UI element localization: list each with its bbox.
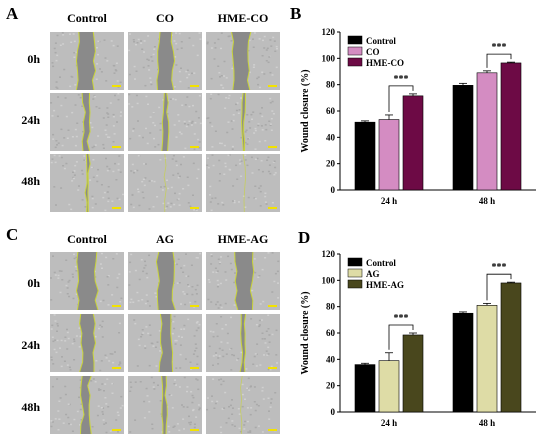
y-tick-label: 0 <box>331 407 336 417</box>
y-tick-label: 120 <box>322 27 336 37</box>
bar-chart-b: Wound closure (%) 0 20 40 60 80 100 120 24 h *** 4… <box>300 27 536 206</box>
row-header-24h: 24h <box>21 338 40 352</box>
significance-label: *** <box>394 313 409 324</box>
column-header-co: CO <box>156 11 174 25</box>
micrograph-hme-ag-24h <box>206 314 280 372</box>
bar <box>500 282 522 413</box>
y-tick-label: 20 <box>326 381 336 391</box>
legend-label: CO <box>366 47 380 57</box>
y-tick-label: 40 <box>326 354 336 364</box>
legend-swatch <box>347 35 363 45</box>
bar <box>354 364 376 413</box>
legend-swatch <box>347 57 363 67</box>
column-header-ag: AG <box>156 232 174 246</box>
micrograph-hme-co-0h <box>206 32 280 90</box>
legend-label: Control <box>366 36 396 46</box>
y-tick-label: 80 <box>326 302 336 312</box>
micrograph-control-24h <box>50 93 124 151</box>
legend-swatch <box>347 279 363 289</box>
x-tick-label: 24 h <box>381 418 397 428</box>
significance-bracket <box>388 324 414 350</box>
bar <box>378 119 400 191</box>
significance-bracket <box>388 85 414 112</box>
column-header-hme-ag: HME-AG <box>217 232 269 246</box>
y-axis-label: Wound closure (%) <box>300 69 311 152</box>
y-tick-label: 100 <box>322 53 336 63</box>
bar-chart-d: Wound closure (%) 0 20 40 60 80 100 120 24 h *** 4… <box>300 249 536 428</box>
row-header-24h: 24h <box>21 113 40 127</box>
legend-swatch <box>347 257 363 267</box>
legend-label: HME-CO <box>366 58 404 68</box>
significance-bracket <box>486 53 512 68</box>
micrograph-control-0h <box>50 252 124 310</box>
micrograph-control-48h <box>50 154 124 212</box>
legend-label: AG <box>366 269 380 279</box>
y-tick-label: 60 <box>326 328 336 338</box>
bar <box>452 312 474 413</box>
significance-label: *** <box>492 42 507 53</box>
bar <box>476 72 498 191</box>
column-header-control: Control <box>67 232 107 246</box>
panel-letter-a: A <box>6 4 19 23</box>
column-header-hme-co: HME-CO <box>217 11 269 25</box>
y-axis-label: Wound closure (%) <box>300 291 311 374</box>
bar <box>402 334 424 413</box>
micrograph-co-24h <box>128 93 202 151</box>
x-tick-label: 48 h <box>479 418 495 428</box>
y-tick-label: 40 <box>326 132 336 142</box>
y-tick-label: 0 <box>331 185 336 195</box>
micrograph-control-24h <box>50 314 124 372</box>
bar <box>500 62 522 191</box>
panel-letter-b: B <box>290 4 302 23</box>
micrograph-hme-ag-0h <box>206 252 280 310</box>
micrograph-hme-co-48h <box>206 154 280 212</box>
row-header-0h: 0h <box>27 276 40 290</box>
micrograph-ag-48h <box>128 376 202 434</box>
panel-letter-d: D <box>298 228 311 247</box>
y-tick-label: 100 <box>322 275 336 285</box>
micrograph-ag-24h <box>128 314 202 372</box>
bar <box>402 95 424 191</box>
bar <box>378 360 400 413</box>
bar <box>354 121 376 191</box>
micrograph-control-0h <box>50 32 124 90</box>
micrograph-co-48h <box>128 154 202 212</box>
row-header-48h: 48h <box>21 174 40 188</box>
micrograph-hme-co-24h <box>206 93 280 151</box>
x-tick-label: 24 h <box>381 196 397 206</box>
row-header-48h: 48h <box>21 400 40 414</box>
micrograph-hme-ag-48h <box>206 376 280 434</box>
legend-swatch <box>347 268 363 278</box>
significance-label: *** <box>394 74 409 85</box>
bar <box>452 85 474 191</box>
column-header-control: Control <box>67 11 107 25</box>
micrograph-ag-0h <box>128 252 202 310</box>
y-tick-label: 20 <box>326 159 336 169</box>
significance-label: *** <box>492 262 507 273</box>
y-tick-label: 80 <box>326 80 336 90</box>
legend-label: HME-AG <box>366 280 404 290</box>
micrograph-co-0h <box>128 32 202 90</box>
panel-letter-c: C <box>6 225 19 244</box>
x-tick-label: 48 h <box>479 196 495 206</box>
y-tick-label: 120 <box>322 249 336 259</box>
micrograph-control-48h <box>50 376 124 434</box>
legend-swatch <box>347 46 363 56</box>
legend-label: Control <box>366 258 396 268</box>
bar <box>476 305 498 413</box>
significance-bracket <box>486 273 512 301</box>
y-tick-label: 60 <box>326 106 336 116</box>
row-header-0h: 0h <box>27 52 40 66</box>
